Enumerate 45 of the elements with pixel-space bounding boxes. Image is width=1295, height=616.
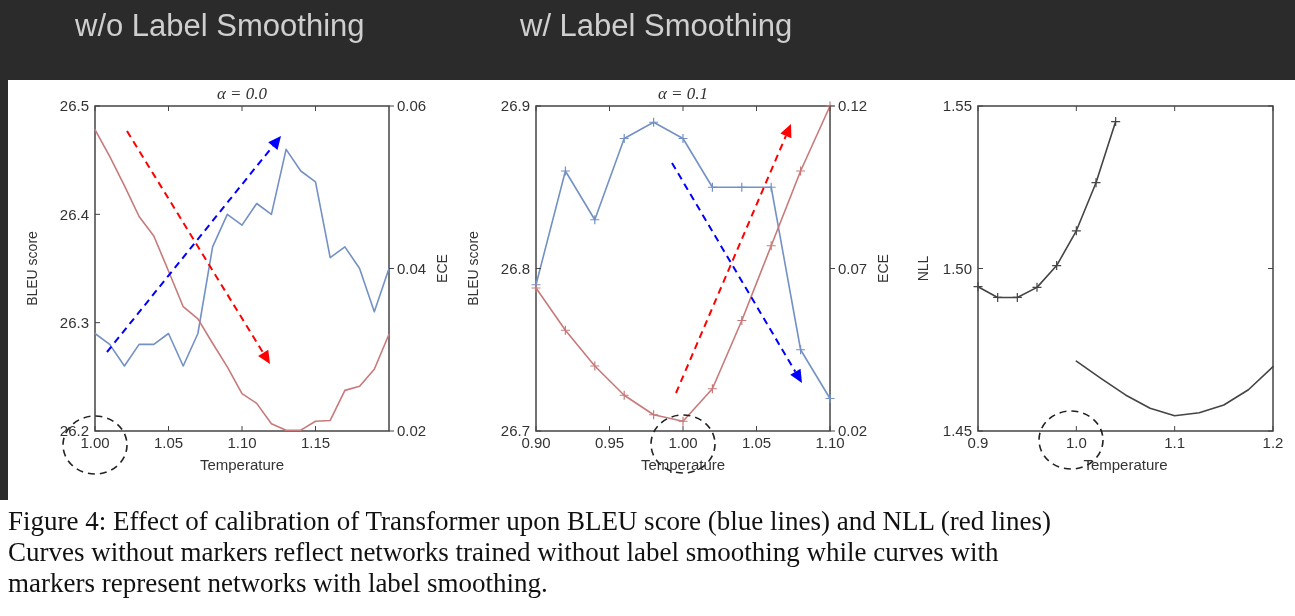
point [972, 281, 984, 292]
y2-tick-label: 0.06 [397, 97, 427, 115]
point [824, 393, 836, 404]
x-tick-label: 1.10 [227, 434, 257, 451]
point [677, 416, 689, 427]
point [560, 165, 571, 177]
x-tick-label: 1.05 [153, 434, 184, 451]
line-series [94, 128, 390, 431]
y-tick-label: 1.50 [942, 259, 972, 277]
y-tick-label: 26.9 [500, 97, 530, 115]
point [795, 165, 806, 177]
x-tick-label: 0.95 [594, 434, 625, 451]
caption: Figure 4: Effect of calibration of Transformer upon BLEU score (blue lines) and NLL (red lines) Curves without markers reflect networks trained without label smoothing while curves with markers represent networks with label smoothing. [8, 506, 1051, 598]
y-tick-label: 26.5 [59, 97, 89, 115]
y2-axis-title: ECE [875, 254, 891, 283]
y-tick-label: 26.4 [59, 205, 89, 223]
point [1090, 177, 1102, 188]
line-series [94, 148, 390, 367]
text: w/o Label Smoothing [74, 8, 365, 43]
x-tick-label: 1.15 [300, 434, 331, 451]
y-axis-title: NLL [915, 255, 931, 282]
x-tick-label: 1.2 [1262, 434, 1284, 451]
point [589, 360, 600, 372]
y-tick-label: 26.8 [500, 259, 530, 277]
x-axis-title: Temperature [199, 456, 285, 473]
y-axis-title: BLEU score [465, 230, 481, 306]
x-axis-title: Temperature [1083, 456, 1168, 473]
y-axis-title: BLEU score [24, 230, 40, 306]
y-tick-label: 1.55 [942, 97, 972, 115]
y2-tick-label: 0.12 [838, 97, 868, 115]
chart-title: α = 0.1 [657, 84, 709, 103]
x-tick-label: 1.05 [741, 434, 772, 451]
point [677, 133, 689, 144]
x-tick-label: 1.00 [668, 434, 698, 451]
chart-title: α = 0.0 [216, 84, 268, 103]
y2-tick-label: 0.02 [397, 422, 427, 440]
y2-tick-label: 0.07 [838, 259, 868, 277]
y2-tick-label: 0.04 [397, 259, 427, 277]
y2-axis-title: ECE [434, 254, 450, 283]
point [1031, 282, 1043, 293]
x-tick-label: 1.1 [1164, 434, 1186, 451]
text: w/ Label Smoothing [519, 8, 793, 43]
point [530, 282, 542, 294]
y-tick-label: 26.3 [59, 313, 89, 331]
x-tick-label: 1.0 [1065, 434, 1087, 451]
